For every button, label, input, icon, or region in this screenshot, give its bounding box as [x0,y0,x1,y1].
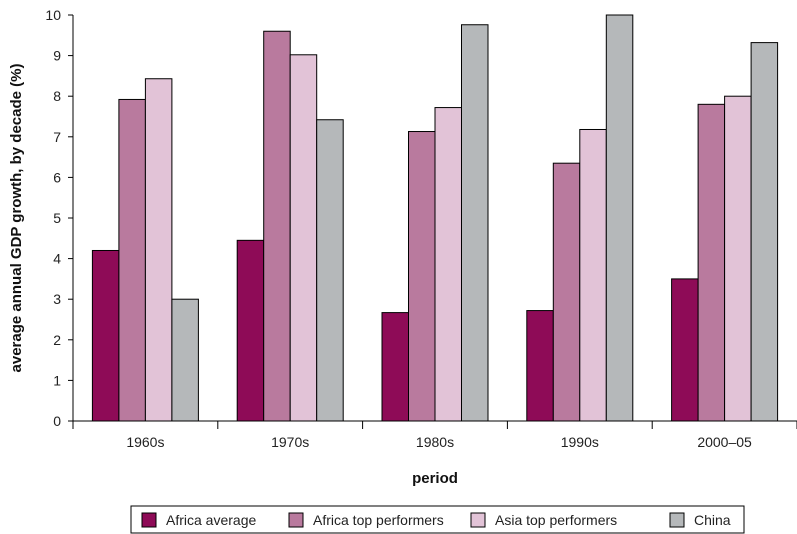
legend-label: Africa top performers [313,512,444,528]
x-tick-label: 1970s [271,434,309,450]
legend-swatch [141,512,157,528]
bar [750,42,779,422]
y-tick-label: 4 [53,251,61,267]
bar [144,78,173,422]
x-axis-ticks: 1960s 1970s 1980s 1990s 2000–05 [72,421,797,450]
bar [118,98,146,422]
bar [316,119,344,422]
x-tick-label: 2000–05 [697,434,752,450]
legend-label: Asia top performers [495,512,617,528]
legend: Africa average Africa top performers Asia … [130,505,745,534]
bar [552,162,581,422]
bar [171,298,199,422]
x-tick-label: 1980s [416,434,454,450]
bar [605,14,634,422]
bar [236,239,265,422]
legend-swatch [470,512,486,528]
y-tick-label: 0 [53,413,61,429]
y-tick-label: 6 [53,169,61,185]
bar [697,103,726,422]
x-axis-title: period [412,470,458,487]
bar [408,131,436,422]
legend-swatch [288,512,304,528]
y-tick-label: 9 [53,48,61,64]
y-tick-label: 1 [53,372,61,388]
y-axis-ticks: 0 1 2 3 4 5 6 7 8 9 10 [45,7,73,429]
bar [263,30,291,422]
bar [434,107,462,422]
y-tick-label: 7 [53,129,61,145]
bar [91,249,120,422]
bar [526,310,554,422]
bar [579,128,607,422]
bars [91,14,779,422]
y-tick-label: 10 [45,7,61,23]
y-tick-label: 8 [53,88,61,104]
bar [461,24,489,422]
y-tick-label: 5 [53,210,61,226]
bar [289,54,318,422]
y-tick-label: 2 [53,332,61,348]
bar [671,278,699,422]
x-tick-label: 1960s [126,434,164,450]
x-tick-label: 1990s [561,434,599,450]
y-tick-label: 3 [53,291,61,307]
legend-swatch [669,512,685,528]
bar [724,95,752,422]
legend-label: China [694,512,731,528]
bar [381,312,409,422]
legend-box [130,505,745,534]
y-axis-title: average annual GDP growth, by decade (%) [8,64,25,373]
legend-label: Africa average [166,512,256,528]
